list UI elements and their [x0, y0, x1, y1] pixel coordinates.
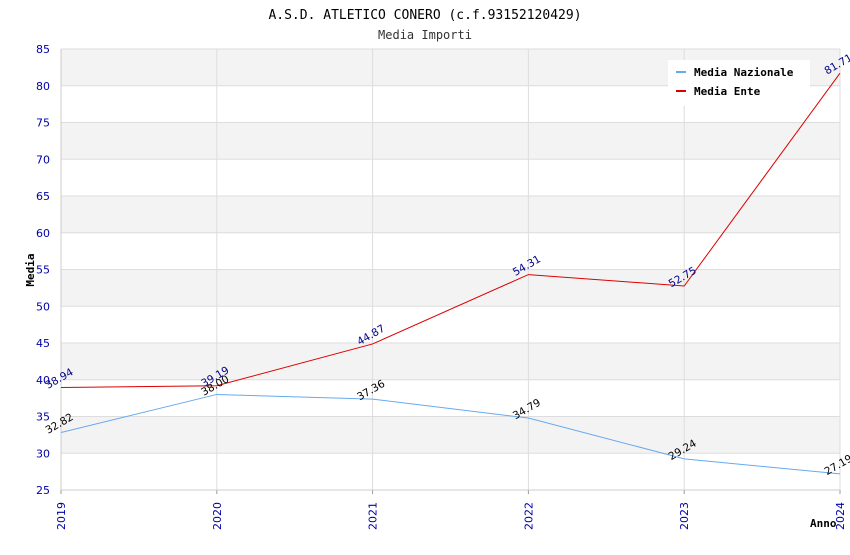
chart-subtitle: Media Importi: [378, 28, 472, 42]
y-tick-label: 80: [36, 80, 50, 93]
x-tick-label: 2019: [55, 502, 68, 530]
legend-entry: Media Ente: [694, 85, 761, 98]
background-band: [61, 232, 840, 270]
y-tick-label: 30: [36, 447, 50, 460]
background-band: [61, 269, 840, 307]
y-tick-label: 25: [36, 484, 50, 497]
background-band: [61, 416, 840, 454]
chart-title: A.S.D. ATLETICO CONERO (c.f.93152120429): [268, 8, 581, 23]
background-bands: [61, 49, 840, 490]
x-tick-label: 2020: [211, 502, 224, 530]
background-band: [61, 379, 840, 417]
x-tick-label: 2023: [678, 502, 691, 530]
series-line-1: [60, 393, 841, 475]
y-tick-label: 45: [36, 337, 50, 350]
background-band: [61, 343, 840, 380]
axes: [60, 49, 841, 494]
y-tick-label: 40: [36, 374, 50, 387]
legend: Media Nazionale Media Ente: [668, 60, 810, 106]
background-band: [61, 453, 840, 490]
x-axis-label: Anno: [810, 517, 837, 530]
legend-box: [668, 60, 810, 106]
x-tick-label: 2022: [522, 502, 535, 530]
background-band: [61, 196, 840, 233]
background-band: [61, 159, 840, 196]
y-tick-label: 60: [36, 227, 50, 240]
x-tick-label: 2024: [834, 502, 847, 530]
y-tick-label: 50: [36, 300, 50, 313]
y-tick-label: 35: [36, 411, 50, 424]
y-tick-label: 70: [36, 153, 50, 166]
y-axis-label: Media: [24, 253, 37, 286]
background-band: [61, 306, 840, 343]
y-tick-label: 55: [36, 264, 50, 277]
x-tick-label: 2021: [367, 502, 380, 530]
background-band: [61, 122, 840, 160]
series-line-2: [60, 72, 841, 389]
gridlines: [60, 48, 841, 491]
y-tick-label: 85: [36, 43, 50, 56]
tick-labels: 25 30 35 40 45 50 55 60 65 70 75 80 85 2019 2020 2021 20…: [36, 43, 847, 530]
series-lines: [60, 72, 841, 475]
legend-entry: Media Nazionale: [694, 66, 794, 79]
y-tick-label: 65: [36, 190, 50, 203]
y-tick-label: 75: [36, 117, 50, 130]
